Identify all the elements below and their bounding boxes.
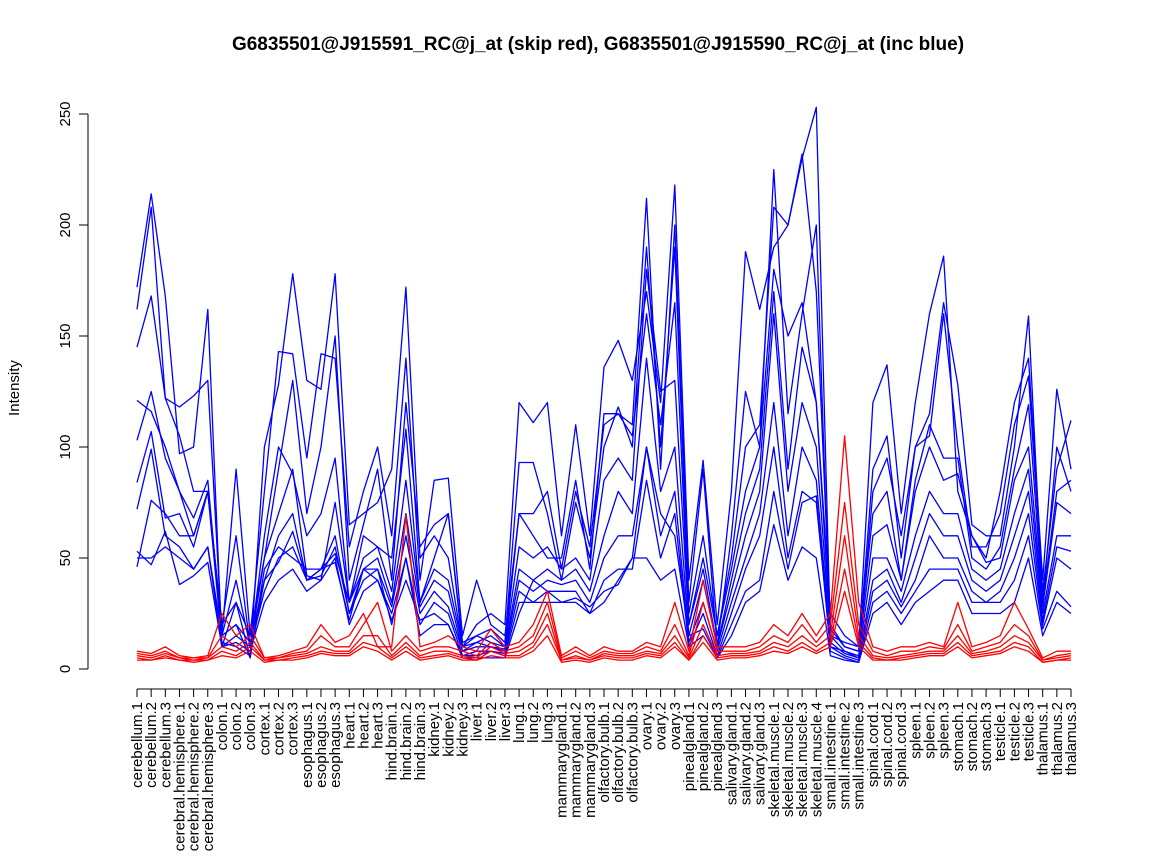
x-tick-label: pinealgland.3 — [709, 702, 726, 791]
x-tick-label: spinal.cord.3 — [893, 702, 910, 787]
x-tick-label: cerebral.hemisphere.3 — [200, 702, 217, 851]
x-tick-label: ovary.1 — [638, 702, 655, 750]
x-tick-label: liver.2 — [483, 702, 500, 741]
y-tick-label: 100 — [57, 434, 74, 459]
x-tick-label: small.intestine.3 — [851, 702, 868, 810]
x-tick-label: skeletal.muscle.3 — [794, 702, 811, 817]
x-tick-label: stomach.2 — [964, 702, 981, 771]
x-tick-label: skeletal.muscle.1 — [766, 702, 783, 817]
blue-series-line-2 — [136, 153, 1072, 652]
red-series-line-10 — [136, 435, 1071, 659]
x-tick-label: kidney.2 — [440, 702, 457, 757]
x-tick-label: ovary.2 — [653, 702, 670, 750]
x-tick-label: heart.2 — [355, 702, 372, 749]
plot-area — [136, 106, 1072, 663]
red-series-line-13 — [136, 568, 1072, 663]
x-tick-label: spinal.cord.2 — [879, 702, 896, 787]
x-tick-label: mammarygland.1 — [554, 702, 571, 818]
x-tick-label: colon.3 — [242, 702, 259, 750]
x-tick-label: hind.brain.2 — [398, 702, 415, 780]
x-tick-label: cerebellum.3 — [157, 702, 174, 788]
blue-series-line-5 — [136, 313, 1071, 657]
x-tick-label: esophagus.1 — [299, 702, 316, 788]
x-tick-label: cortex.3 — [285, 702, 302, 755]
x-tick-label: cerebellum.1 — [129, 702, 146, 788]
x-tick-label: skeletal.muscle.2 — [780, 702, 797, 817]
x-tick-label: mammarygland.3 — [582, 702, 599, 818]
blue-series-line-6 — [136, 401, 1072, 659]
x-tick-label: olfactory.bulb.3 — [624, 702, 641, 803]
x-tick-label: stomach.3 — [978, 702, 995, 771]
x-tick-label: salivary.gland.3 — [752, 702, 769, 805]
x-tick-label: lung.2 — [525, 702, 542, 743]
y-tick-label: 50 — [57, 550, 74, 567]
x-tick-label: pinealgland.2 — [695, 702, 712, 791]
x-tick-label: kidney.1 — [426, 702, 443, 757]
red-series-line-14 — [137, 590, 1071, 663]
x-tick-label: liver.3 — [497, 702, 514, 741]
red-series-line-12 — [136, 535, 1072, 661]
x-tick-label: spleen.3 — [936, 702, 953, 759]
blue-series-line-4 — [136, 268, 1072, 652]
x-tick-label: heart.3 — [370, 702, 387, 749]
red-series-line-11 — [136, 501, 1072, 661]
x-tick-label: small.intestine.2 — [837, 702, 854, 810]
x-tick-label: ovary.3 — [667, 702, 684, 750]
x-tick-label: thalamus.1 — [1035, 702, 1052, 775]
y-tick-label: 0 — [57, 665, 74, 673]
x-tick-label: testicle.3 — [1021, 702, 1038, 761]
x-tick-label: spleen.2 — [921, 702, 938, 759]
x-tick-label: colon.2 — [228, 702, 245, 750]
blue-series-line-7 — [136, 446, 1072, 661]
x-tick-label: skeletal.muscle.4 — [808, 702, 825, 817]
x-tick-label: small.intestine.1 — [822, 702, 839, 810]
x-tick-label: salivary.gland.2 — [738, 702, 755, 805]
y-tick-label: 250 — [57, 101, 74, 126]
x-tick-label: olfactory.bulb.1 — [596, 702, 613, 803]
y-tick-label: 200 — [57, 212, 74, 237]
x-tick-label: spleen.1 — [907, 702, 924, 759]
x-tick-label: mammarygland.2 — [568, 702, 585, 818]
x-tick-label: testicle.2 — [1006, 702, 1023, 761]
x-tick-label: lung.1 — [511, 702, 528, 743]
x-tick-label: testicle.1 — [992, 702, 1009, 761]
x-tick-label: esophagus.3 — [327, 702, 344, 788]
x-tick-label: pinealgland.1 — [681, 702, 698, 791]
x-tick-label: heart.1 — [341, 702, 358, 749]
x-axis: cerebellum.1cerebellum.2cerebellum.3cere… — [129, 688, 1080, 851]
y-tick-label: 150 — [57, 323, 74, 348]
blue-series-line-0 — [136, 106, 1072, 659]
x-tick-label: cortex.2 — [271, 702, 288, 755]
y-axis-label: Intensity — [6, 360, 23, 416]
chart-title: G6835501@J915591_RC@j_at (skip red), G68… — [232, 34, 964, 55]
x-tick-label: thalamus.3 — [1063, 702, 1080, 775]
x-tick-label: esophagus.2 — [313, 702, 330, 788]
x-tick-label: lung.3 — [539, 702, 556, 743]
x-tick-label: liver.1 — [469, 702, 486, 741]
x-tick-label: cerebral.hemisphere.2 — [186, 702, 203, 851]
blue-series-line-9 — [137, 524, 1072, 663]
x-tick-label: olfactory.bulb.2 — [610, 702, 627, 803]
x-tick-label: stomach.1 — [950, 702, 967, 771]
x-tick-label: hind.brain.3 — [412, 702, 429, 780]
x-tick-label: kidney.3 — [454, 702, 471, 757]
x-tick-label: thalamus.2 — [1049, 702, 1066, 775]
x-tick-label: cerebellum.2 — [143, 702, 160, 788]
y-axis: 0 50 100 150 200 250 — [57, 101, 89, 673]
x-tick-label: spinal.cord.1 — [865, 702, 882, 787]
x-tick-label: cerebral.hemisphere.1 — [171, 702, 188, 851]
x-tick-label: colon.1 — [214, 702, 231, 750]
x-tick-label: cortex.1 — [256, 702, 273, 755]
x-tick-label: salivary.gland.1 — [723, 702, 740, 805]
blue-series-line-8 — [136, 446, 1072, 663]
x-tick-label: hind.brain.1 — [384, 702, 401, 780]
